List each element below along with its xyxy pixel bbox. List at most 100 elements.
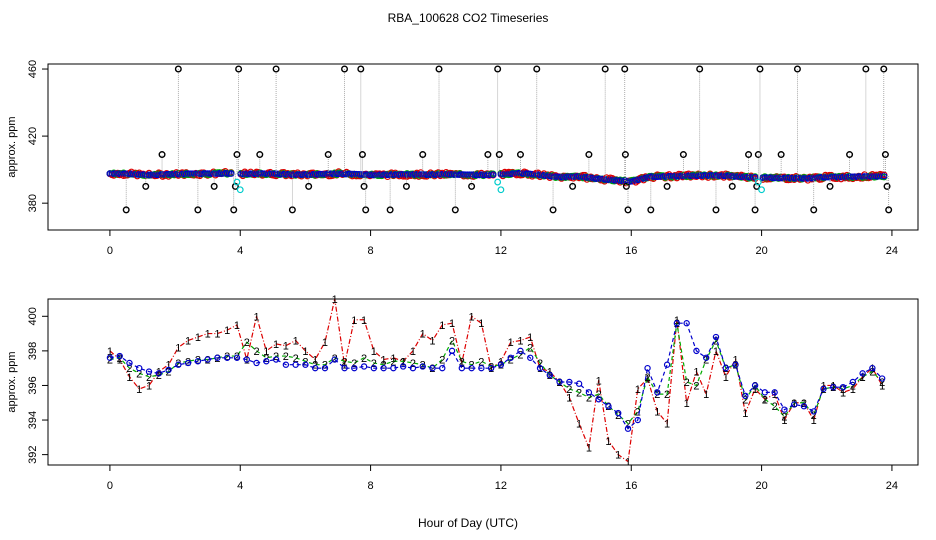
series-2-marker: 2 xyxy=(635,406,641,418)
series-1-marker: 1 xyxy=(840,387,846,399)
series-1-marker: 1 xyxy=(381,355,387,367)
outlier-point xyxy=(881,151,889,159)
series-3-point xyxy=(751,382,759,389)
series-3-point xyxy=(673,320,681,327)
y-tick-label: 396 xyxy=(27,376,39,394)
series-1-marker: 1 xyxy=(879,380,885,392)
series-2-marker: 2 xyxy=(224,351,230,363)
series-2-marker: 2 xyxy=(693,380,699,392)
series-3-point xyxy=(663,361,671,368)
series-2-marker: 2 xyxy=(625,419,631,431)
series-2-marker: 2 xyxy=(332,353,338,365)
series-3-point xyxy=(489,171,497,179)
series-2-marker: 2 xyxy=(674,318,680,330)
series-3-point xyxy=(331,356,338,363)
series-3-point xyxy=(546,371,553,379)
series-1-marker: 1 xyxy=(156,367,162,379)
series-1-marker: 1 xyxy=(244,355,250,367)
series-1-marker: 1 xyxy=(146,380,152,392)
series-1-marker: 1 xyxy=(312,355,318,367)
series-3-point xyxy=(624,425,632,432)
outlier-point xyxy=(235,65,243,73)
series-2-marker: 2 xyxy=(723,363,729,375)
x-tick-label: 8 xyxy=(368,480,374,492)
x-tick-label: 8 xyxy=(368,245,374,257)
series-1-marker: 1 xyxy=(214,329,220,341)
outlier-point xyxy=(288,206,296,214)
series-2-marker: 2 xyxy=(586,393,592,405)
series-3-point xyxy=(370,364,378,372)
outlier-point xyxy=(647,206,655,214)
series-3-point xyxy=(693,347,700,355)
series-2-marker: 2 xyxy=(390,356,396,368)
series-3-point xyxy=(243,356,250,363)
outlier-point xyxy=(793,65,801,73)
series-1-marker: 1 xyxy=(273,339,279,351)
series-1-marker: 1 xyxy=(723,372,729,384)
series-3-point xyxy=(409,364,417,372)
outlier-point xyxy=(402,182,410,190)
cyan-point xyxy=(494,178,502,186)
series-3-point xyxy=(742,392,749,400)
outlier-point xyxy=(756,65,764,73)
outlier-point xyxy=(883,182,891,190)
series-2-marker: 2 xyxy=(644,372,650,384)
figure-title: RBA_100628 CO2 Timeseries xyxy=(388,11,549,25)
series-1-marker: 1 xyxy=(469,311,475,323)
series-3-point xyxy=(468,364,475,372)
series-3-point xyxy=(419,363,426,370)
series-1-marker: 1 xyxy=(605,436,611,448)
series-3-point xyxy=(321,364,329,372)
series-1-marker: 1 xyxy=(429,336,435,348)
outlier-point xyxy=(880,65,888,73)
series-2-marker: 2 xyxy=(195,355,201,367)
series-3-point xyxy=(233,354,241,361)
series-3-point xyxy=(487,364,495,372)
series-1-marker: 1 xyxy=(253,311,259,323)
series-2-marker: 2 xyxy=(234,351,240,363)
outlier-point xyxy=(621,65,629,73)
x-tick-label: 20 xyxy=(755,245,767,257)
outlier-point xyxy=(357,65,365,73)
series-1-marker: 1 xyxy=(850,384,856,396)
outlier-point xyxy=(468,182,476,190)
outlier-point xyxy=(533,65,541,73)
series-2-marker: 2 xyxy=(351,358,357,370)
series-3-point xyxy=(703,354,710,361)
series-1-marker: 1 xyxy=(195,332,201,344)
series-3-point xyxy=(644,364,651,372)
series-1-marker: 1 xyxy=(811,415,817,427)
series-1-marker: 1 xyxy=(459,358,465,370)
outlier-point xyxy=(341,65,349,73)
y-tick-label: 380 xyxy=(27,194,39,212)
series-1-marker: 1 xyxy=(126,372,132,384)
series-1-marker: 1 xyxy=(478,318,484,330)
series-3-point xyxy=(184,359,192,367)
series-3-point xyxy=(654,389,661,396)
series-1-marker: 1 xyxy=(400,356,406,368)
series-1-marker: 1 xyxy=(527,332,533,344)
series-2-marker: 2 xyxy=(742,394,748,406)
series-3-point xyxy=(448,347,456,355)
outlier-point xyxy=(233,151,241,159)
outlier-point xyxy=(324,151,332,159)
series-3-point xyxy=(790,401,798,408)
series-1-marker: 1 xyxy=(576,419,582,431)
series-2-marker: 2 xyxy=(713,336,719,348)
outlier-point xyxy=(516,151,524,159)
series-2-line xyxy=(109,323,883,425)
series-3-point xyxy=(227,170,235,177)
series-1-marker: 1 xyxy=(205,329,211,341)
x-tick-label: 16 xyxy=(625,480,637,492)
plot-frame xyxy=(47,63,919,231)
y-tick-label: 420 xyxy=(27,127,39,145)
series-2-marker: 2 xyxy=(781,412,787,424)
series-3-point xyxy=(722,364,729,372)
series-1-marker: 1 xyxy=(293,336,299,348)
y-axis-label: approx. ppm xyxy=(6,351,18,412)
series-2-marker: 2 xyxy=(341,356,347,368)
series-2-marker: 2 xyxy=(361,353,367,365)
x-tick-label: 16 xyxy=(625,245,637,257)
y-tick-label: 398 xyxy=(27,342,39,360)
